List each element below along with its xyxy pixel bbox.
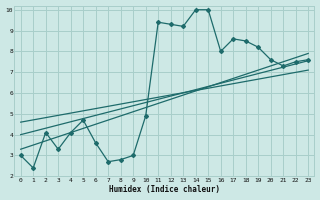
X-axis label: Humidex (Indice chaleur): Humidex (Indice chaleur) (109, 185, 220, 194)
